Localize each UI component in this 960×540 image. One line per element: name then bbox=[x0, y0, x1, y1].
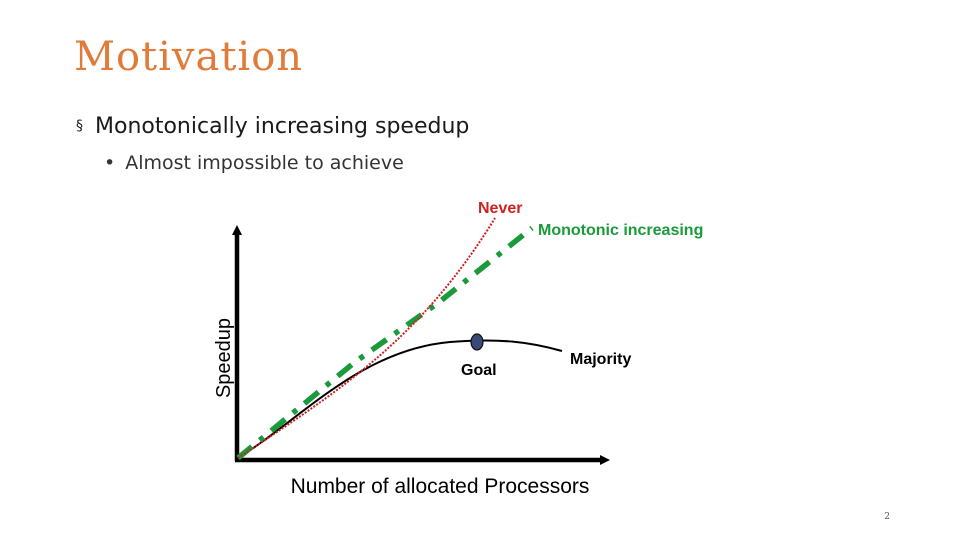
x-axis-label: Number of allocated Processors bbox=[291, 475, 590, 498]
majority-curve bbox=[237, 339, 563, 459]
never-label: Never bbox=[478, 200, 522, 217]
majority-label: Majority bbox=[570, 351, 631, 368]
page-number: 2 bbox=[884, 512, 890, 522]
never-curve bbox=[237, 217, 496, 459]
section-bullet-icon: § bbox=[76, 118, 83, 134]
bullet-text: Monotonically increasing speedup bbox=[95, 114, 470, 139]
slide-title: Motivation bbox=[74, 34, 304, 80]
bullet-text: Almost impossible to achieve bbox=[125, 152, 404, 174]
goal-marker bbox=[470, 333, 484, 351]
y-axis-label: Speedup bbox=[213, 318, 235, 398]
goal-label: Goal bbox=[461, 362, 497, 379]
bullet-impossible: • Almost impossible to achieve bbox=[104, 152, 404, 174]
dot-bullet-icon: • bbox=[104, 152, 116, 174]
monotonic-increasing-label: Monotonic increasing bbox=[538, 222, 703, 239]
bullet-monotonic-speedup: § Monotonically increasing speedup bbox=[76, 114, 469, 139]
monotonic-increasing-curve bbox=[236, 225, 534, 461]
